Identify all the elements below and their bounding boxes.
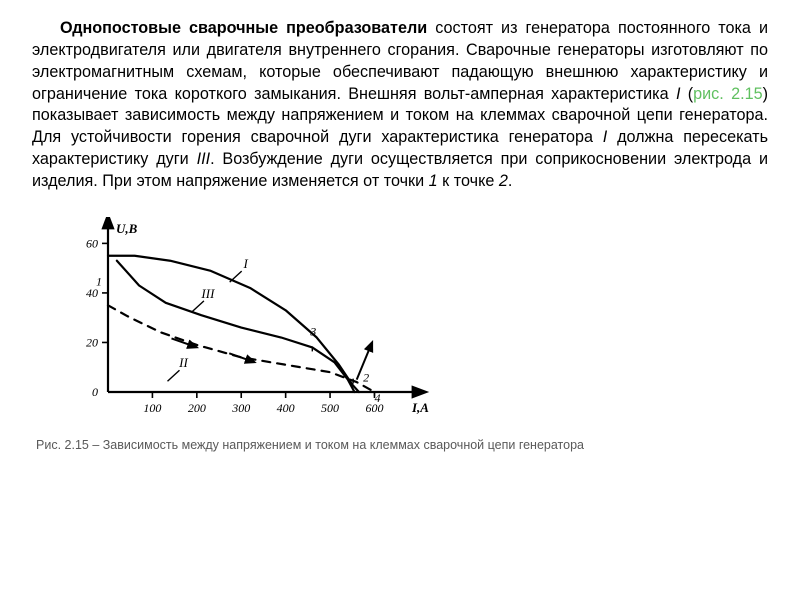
svg-text:100: 100 bbox=[143, 401, 161, 415]
t6: к точке bbox=[438, 172, 499, 190]
i5: 2 bbox=[499, 172, 508, 190]
figure-caption: Рис. 2.15 – Зависимость между напряжение… bbox=[36, 438, 768, 452]
svg-text:200: 200 bbox=[188, 401, 206, 415]
svg-text:I,А: I,А bbox=[411, 400, 429, 415]
svg-text:4: 4 bbox=[374, 391, 380, 405]
i3: III bbox=[197, 150, 211, 168]
volt-ampere-chart: 2040600100200300400500600U,ВI,А1234IIIII… bbox=[56, 217, 436, 422]
body-paragraph: Однопостовые сварочные преобразователи с… bbox=[32, 18, 768, 193]
t7: . bbox=[508, 172, 513, 190]
lead-bold: Однопостовые сварочные преобразователи bbox=[60, 19, 427, 37]
svg-text:U,В: U,В bbox=[116, 221, 138, 236]
svg-text:400: 400 bbox=[277, 401, 295, 415]
svg-text:60: 60 bbox=[86, 236, 98, 250]
t2: ( bbox=[680, 85, 693, 103]
svg-text:I: I bbox=[243, 256, 249, 271]
svg-text:300: 300 bbox=[231, 401, 250, 415]
figure-ref-link: рис. 2.15 bbox=[693, 85, 762, 103]
svg-text:500: 500 bbox=[321, 401, 339, 415]
svg-text:2: 2 bbox=[363, 370, 369, 384]
caption-text: Рис. 2.15 – Зависимость между напряжение… bbox=[36, 438, 584, 452]
svg-text:20: 20 bbox=[86, 335, 98, 349]
chart-container: 2040600100200300400500600U,ВI,А1234IIIII… bbox=[56, 217, 768, 422]
svg-text:III: III bbox=[200, 286, 215, 301]
svg-text:II: II bbox=[178, 355, 188, 370]
i4: 1 bbox=[429, 172, 438, 190]
svg-text:3: 3 bbox=[309, 324, 316, 338]
svg-text:0: 0 bbox=[92, 385, 98, 399]
svg-text:1: 1 bbox=[96, 274, 102, 288]
